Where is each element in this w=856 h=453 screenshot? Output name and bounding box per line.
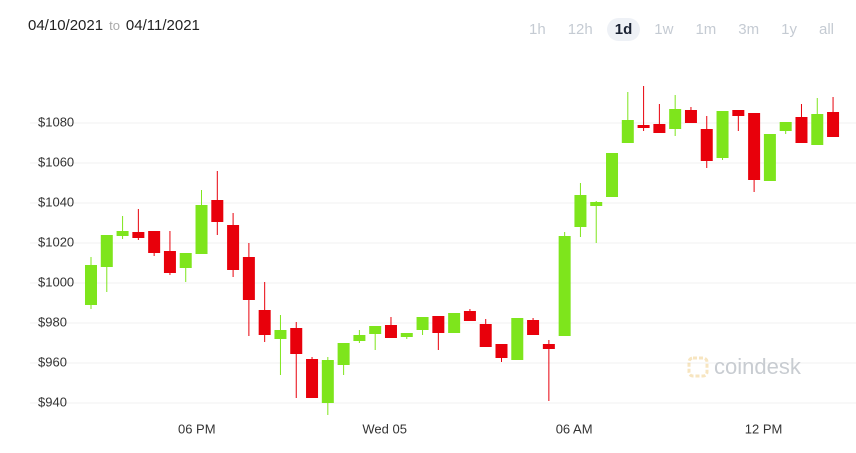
watermark-logo — [687, 356, 709, 378]
candle-body — [100, 235, 113, 267]
candle-body — [827, 112, 840, 137]
range-button[interactable]: 1w — [654, 21, 674, 38]
y-tick-label: $1040 — [38, 194, 74, 209]
candle-body — [779, 122, 792, 131]
candle-body — [795, 117, 808, 143]
candle-body — [321, 360, 334, 403]
y-tick-label: $940 — [38, 394, 67, 409]
y-tick-label: $980 — [38, 314, 67, 329]
date-from: 04/10/2021 — [28, 17, 104, 34]
y-tick-label: $1020 — [38, 234, 74, 249]
candle-body — [274, 330, 287, 339]
candle-body — [369, 326, 382, 334]
x-tick-label: 06 AM — [556, 421, 593, 436]
candle-body — [353, 335, 366, 341]
candle-body — [306, 359, 319, 398]
candle-body — [716, 111, 729, 158]
y-tick-label: $1060 — [38, 154, 74, 169]
candle-body — [242, 257, 255, 300]
candle-body — [132, 232, 145, 238]
watermark: coindesk — [714, 354, 802, 379]
range-button[interactable]: 1y — [781, 21, 797, 38]
candle-body — [653, 124, 666, 133]
candle-body — [384, 325, 397, 338]
candle-body — [179, 253, 192, 268]
range-button[interactable]: 1h — [529, 21, 546, 38]
range-button[interactable]: 12h — [567, 21, 593, 38]
candle-body — [732, 110, 745, 116]
candle-body — [163, 251, 176, 273]
candle-body — [527, 320, 540, 335]
candle-body — [290, 328, 303, 354]
candle-body — [700, 129, 713, 161]
candle-body — [448, 313, 461, 333]
candle-body — [558, 236, 571, 336]
candle-body — [432, 316, 445, 333]
candle-body — [669, 109, 682, 129]
candle-body — [511, 318, 524, 360]
candle-body — [574, 195, 587, 227]
candle-body — [195, 205, 208, 254]
candle-body — [211, 200, 224, 222]
to-word: to — [109, 18, 120, 33]
x-tick-label: Wed 05 — [362, 421, 407, 436]
date-to: 04/11/2021 — [125, 17, 200, 34]
date-range: 04/10/2021 to 04/11/2021 — [28, 17, 200, 34]
range-buttons: 1h 12h 1d 1w 1m 3m 1y all — [515, 18, 842, 41]
y-tick-label: $1000 — [38, 274, 74, 289]
candle-body — [590, 202, 603, 206]
candle-body — [416, 317, 429, 330]
candle-body — [495, 344, 508, 358]
candle-body — [116, 231, 129, 236]
candle-body — [227, 225, 240, 270]
candle-body — [400, 333, 413, 337]
range-button[interactable]: 1d — [606, 18, 641, 41]
candle-body — [621, 120, 634, 143]
x-tick-label: 12 PM — [745, 421, 783, 436]
candle-body — [463, 311, 476, 321]
range-button[interactable]: 3m — [738, 21, 760, 38]
candle-body — [763, 134, 776, 181]
candle-body — [606, 153, 619, 197]
range-button[interactable]: all — [818, 21, 834, 38]
candle-body — [479, 324, 492, 347]
candle-body — [84, 265, 97, 305]
candle-body — [337, 343, 350, 365]
candle-body — [148, 231, 161, 253]
candle-body — [748, 113, 761, 180]
candle-body — [684, 110, 697, 123]
y-tick-label: $960 — [38, 354, 67, 369]
range-button[interactable]: 1m — [695, 21, 717, 38]
candle-body — [258, 310, 271, 335]
y-tick-label: $1080 — [38, 114, 74, 129]
candle-body — [542, 344, 555, 349]
x-tick-label: 06 PM — [178, 421, 216, 436]
candle-body — [811, 114, 824, 145]
candle-body — [637, 125, 650, 128]
